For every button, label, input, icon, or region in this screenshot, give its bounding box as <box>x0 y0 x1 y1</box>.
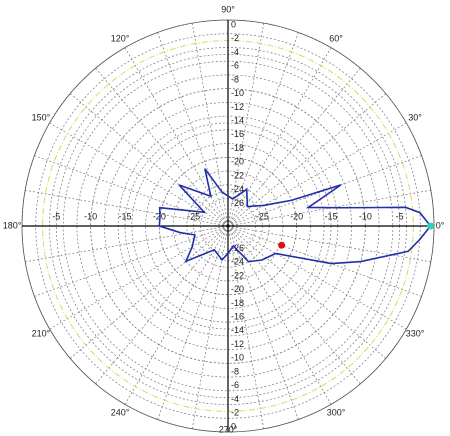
spoke <box>227 225 387 359</box>
r-tick-label: -26 <box>231 198 244 208</box>
theta-tick-label: 300° <box>327 407 346 417</box>
r-tick-label: -16 <box>231 129 244 139</box>
r-tick-label: -5 <box>52 211 60 221</box>
theta-tick-label: 90° <box>221 4 235 14</box>
r-tick-label: -2 <box>231 33 239 43</box>
r-tick-label: -25 <box>256 211 269 221</box>
pattern-line <box>158 168 432 265</box>
spoke <box>124 47 229 227</box>
r-tick-label: -25 <box>187 211 200 221</box>
r-tick-label: -8 <box>231 366 239 376</box>
r-tick-label: -5 <box>396 211 404 221</box>
r-tick-label: 0 <box>231 19 236 29</box>
r-tick-label: -24 <box>231 257 244 267</box>
r-tick-label: -4 <box>231 47 239 57</box>
r-tick-label: -4 <box>231 394 239 404</box>
theta-tick-label: 120° <box>111 33 130 43</box>
r-tick-label: -10 <box>84 211 97 221</box>
r-tick-label: -24 <box>231 184 244 194</box>
r-tick-label: -18 <box>231 298 244 308</box>
r-tick-label: -8 <box>231 74 239 84</box>
r-tick-label: -12 <box>231 339 244 349</box>
spoke <box>69 225 229 359</box>
r-tick-label: -20 <box>231 157 244 167</box>
r-tick-label: -10 <box>359 211 372 221</box>
r-tick-label: -18 <box>231 143 244 153</box>
theta-tick-label: 0° <box>436 220 445 230</box>
theta-tick-label: 180° <box>3 220 22 230</box>
r-tick-label: -22 <box>231 270 244 280</box>
r-tick-label: -2 <box>231 408 239 418</box>
r-tick-label: -14 <box>231 116 244 126</box>
r-tick-label: -20 <box>231 284 244 294</box>
r-tick-label: 0 <box>231 421 236 431</box>
theta-tick-label: 270° <box>219 424 238 434</box>
r-tick-label: -22 <box>231 170 244 180</box>
r-tick-label: -10 <box>231 88 244 98</box>
spoke <box>69 93 229 227</box>
r-tick-label: -16 <box>231 312 244 322</box>
marker <box>278 241 286 249</box>
r-tick-label: -6 <box>231 61 239 71</box>
r-tick-label: -10 <box>231 353 244 363</box>
r-tick-label: -20 <box>290 211 303 221</box>
theta-tick-label: 60° <box>329 33 343 43</box>
r-tick-label: -15 <box>118 211 131 221</box>
r-tick-label: -26 <box>231 243 244 253</box>
theta-tick-label: 30° <box>408 112 422 122</box>
theta-tick-label: 330° <box>406 328 425 338</box>
r-tick-label: -15 <box>324 211 337 221</box>
r-tick-label: -6 <box>231 380 239 390</box>
theta-tick-label: 240° <box>111 407 130 417</box>
r-tick-label: -14 <box>231 325 244 335</box>
r-tick-label: -12 <box>231 102 244 112</box>
theta-tick-label: 150° <box>32 112 51 122</box>
spoke <box>124 225 229 405</box>
spoke <box>34 225 229 297</box>
theta-tick-label: 210° <box>32 328 51 338</box>
marker <box>427 222 435 230</box>
